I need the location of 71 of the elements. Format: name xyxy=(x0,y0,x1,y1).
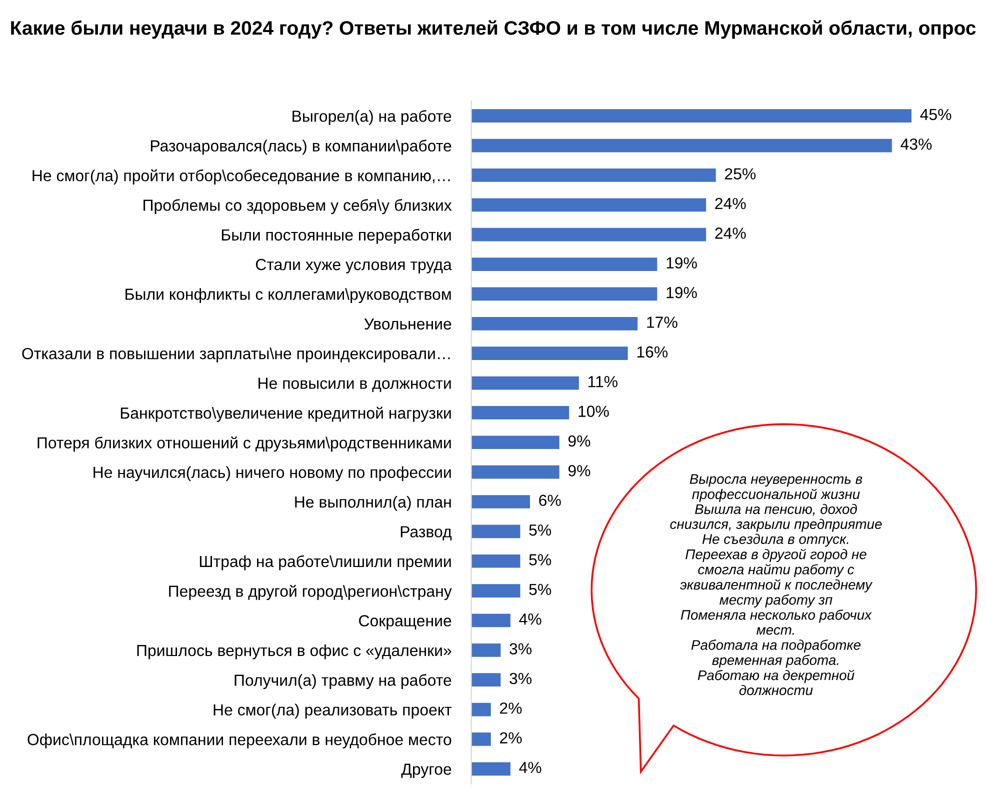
bar xyxy=(471,436,560,450)
bar xyxy=(471,287,658,301)
bar xyxy=(471,228,706,242)
y-tick-label: Сокращение xyxy=(359,615,452,630)
y-tick-label: Не повысили в должности xyxy=(258,378,451,392)
y-tick-label: Пришлось вернуться в офис с «удаленки» xyxy=(137,644,452,660)
bar xyxy=(471,673,501,687)
bar xyxy=(471,584,520,598)
data-label: 25% xyxy=(724,168,756,180)
bar xyxy=(471,168,716,182)
bar xyxy=(471,465,560,479)
data-label: 3% xyxy=(510,672,532,684)
bar xyxy=(471,762,510,776)
data-label: 24% xyxy=(715,198,746,210)
data-label: 11% xyxy=(588,376,618,388)
bar xyxy=(471,554,520,568)
y-tick-label: Проблемы со здоровьем у себя\у близких xyxy=(144,199,452,214)
data-label: 5% xyxy=(529,554,552,566)
bar xyxy=(471,376,579,390)
data-label: 45% xyxy=(920,108,952,120)
y-tick-label: Другое xyxy=(401,764,452,778)
data-label: 4% xyxy=(519,762,542,774)
bar xyxy=(471,258,658,271)
data-label: 2% xyxy=(500,702,522,714)
bar xyxy=(471,495,530,508)
y-tick-label: Были конфликты с коллегами\руководством xyxy=(126,288,451,304)
data-label: 19% xyxy=(666,257,697,269)
y-tick-label: Банкротство\увеличение кредитной нагрузки xyxy=(120,406,451,422)
bar xyxy=(471,346,628,360)
data-label: 19% xyxy=(666,286,697,298)
data-label: 4% xyxy=(519,614,542,625)
bar xyxy=(471,316,638,330)
chart-title: Какие были неудачи в 2024 году? Ответы жителей СЗФО и в том числе Мурманской области, опрос xyxy=(11,20,976,39)
data-label: 5% xyxy=(529,524,552,536)
bar xyxy=(471,614,510,628)
bar xyxy=(471,109,912,123)
bar xyxy=(471,702,491,716)
bar xyxy=(471,732,491,746)
y-tick-label: Штраф на работе\лишили премии xyxy=(200,555,451,570)
y-tick-label: Потеря близких отношений с друзьями\родственниками xyxy=(38,436,451,452)
y-tick-label: Получил(а) травму на работе xyxy=(234,674,452,690)
y-tick-label: Выгорел(а) на работе xyxy=(292,110,452,126)
data-label: 17% xyxy=(647,316,678,328)
y-tick-label: Стали хуже условия труда xyxy=(256,258,452,274)
bar xyxy=(471,138,892,152)
y-tick-label: Отказали в повышении зарплаты\не проиндексировали… xyxy=(22,348,450,362)
text: Выросла неуверенность в профессиональной жизни Вышла на пенсию, доход снизился, закрыли предприятие Не съездила в отпуск. Переехав в другой город не смогла найти работу с эквивалентной к последнему месту работу зп Поменяла несколько рабочих мест. Работала на подработке временная работа. Работаю на декретной должности xyxy=(670,474,882,696)
data-label: 6% xyxy=(539,494,561,506)
data-label: 3% xyxy=(510,643,532,654)
y-tick-label: Увольнение xyxy=(364,318,452,330)
y-tick-label: Не выполнил(а) план xyxy=(295,496,451,511)
y-tick-label: Не научился(лась) ничего новому по профессии xyxy=(94,466,451,482)
y-tick-label: Были постоянные переработки xyxy=(222,228,451,244)
bar xyxy=(471,406,570,420)
y-tick-label: Разочаровался(лась) в компании\работе xyxy=(150,140,452,155)
data-label: 10% xyxy=(578,406,609,417)
data-label: 24% xyxy=(715,228,746,239)
bar xyxy=(471,524,520,538)
y-tick-label: Офис\площадка компании переехали в неудобное место xyxy=(28,733,452,748)
data-label: 16% xyxy=(637,346,668,358)
bar xyxy=(471,643,501,657)
data-label: 5% xyxy=(529,584,552,596)
y-tick-label: Переезд в другой город\регион\страну xyxy=(169,584,452,600)
y-tick-label: Не смог(ла) реализовать проект xyxy=(214,704,452,719)
bar xyxy=(471,198,706,212)
data-label: 9% xyxy=(568,435,590,447)
data-label: 9% xyxy=(568,465,590,476)
data-label: 2% xyxy=(500,732,522,744)
y-tick-label: Развод xyxy=(400,526,452,540)
y-tick-label: Не смог(ла) пройти отбор\собеседование в компанию,… xyxy=(32,169,450,184)
data-label: 43% xyxy=(900,138,932,150)
